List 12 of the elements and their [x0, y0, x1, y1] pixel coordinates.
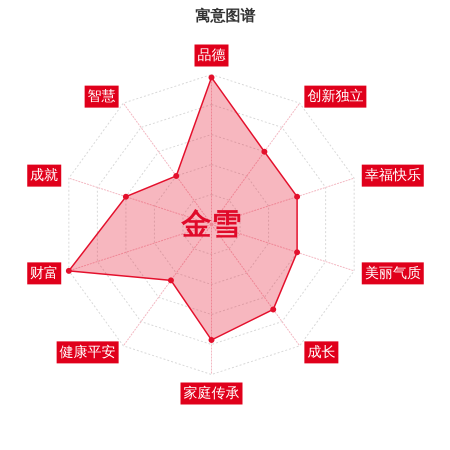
- spoke-label: 品德: [198, 48, 226, 64]
- text: 金雪: [180, 207, 242, 242]
- spoke-label: 健康平安: [60, 344, 116, 360]
- spoke-label: 成长: [307, 344, 336, 360]
- spoke-label: 幸福快乐: [364, 168, 421, 184]
- spoke-label: 智慧: [88, 88, 116, 105]
- chart-title: 寓意图谱: [196, 6, 256, 24]
- spoke-label: 成就: [30, 168, 58, 184]
- spoke-label: 财富: [30, 265, 58, 282]
- spoke-label: 美丽气质: [364, 265, 421, 282]
- spoke-label: 创新独立: [307, 88, 364, 105]
- spoke-label: 家庭传承: [184, 386, 240, 402]
